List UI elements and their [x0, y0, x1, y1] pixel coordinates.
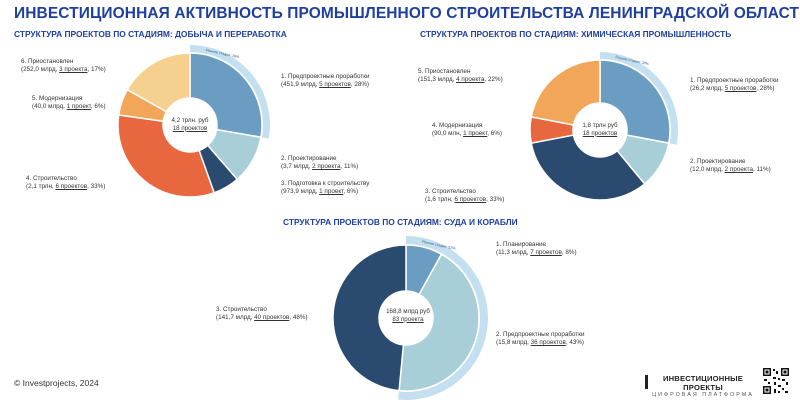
- chart-1-early-stage-ring: [190, 45, 270, 139]
- chart-1-label-2-projects[interactable]: 2 проекта: [312, 163, 341, 170]
- chart-3-label-1-amount: 11,3 млрд,: [498, 249, 529, 256]
- chart-1-label-6-pct: 17%: [90, 66, 104, 73]
- chart-3-title: СТРУКТУРА ПРОЕКТОВ ПО СТАДИЯМ: СУДА И КО…: [283, 217, 518, 227]
- chart-2-label-4-name: 4. Модернизация: [432, 122, 483, 129]
- chart-1-label-5-amount: 40,0 млрд,: [34, 103, 65, 110]
- chart-2-label-2-amount: 12,0 млрд,: [692, 166, 723, 173]
- chart-2-center-count: 18 проектов: [582, 129, 618, 137]
- chart-1-label-4-amount: 2,1 трлн,: [28, 183, 54, 190]
- chart-3-center-count: 83 проекта: [392, 315, 424, 323]
- chart-1-label-1-pct: 28%: [354, 81, 367, 88]
- chart-3-label-2-amount: 15,8 млрд,: [498, 339, 529, 346]
- chart-1-label-4-pct: 33%: [90, 183, 104, 190]
- chart-1-center-count: 18 проектов: [172, 124, 208, 132]
- chart-1-label-1-amount: 451,9 млрд,: [283, 81, 318, 88]
- chart-1-label-6-amount: 252,0 млрд,: [23, 66, 58, 73]
- chart-1-label-4-projects[interactable]: 6 проектов: [55, 183, 88, 190]
- chart-2-label-5: 5. Приостановлен (151,3 млрд, 4 проекта,…: [418, 68, 503, 83]
- brand-name: ИНВЕСТИЦИОННЫЕ ПРОЕКТЫ: [662, 374, 744, 392]
- chart-1-label-2: 2. Проектирование (3,7 млрд, 2 проекта, …: [281, 155, 359, 170]
- chart-1-center-total: 4,2 трлн. руб: [171, 117, 209, 124]
- chart-2-center: 1,8 трлн руб 18 проектов: [570, 122, 630, 137]
- chart-1-label-2-pct: 11%: [343, 163, 357, 170]
- chart-1-label-1-name: 1. Предпроектные проработки: [281, 73, 370, 80]
- page-title: ИНВЕСТИЦИОННАЯ АКТИВНОСТЬ ПРОМЫШЛЕННОГО …: [14, 5, 800, 22]
- chart-2-label-5-pct: 22%: [487, 76, 501, 83]
- chart-2-label-5-amount: 151,3 млрд,: [420, 76, 455, 83]
- chart-2-label-4: 4. Модернизация (90,0 млн, 1 проект, 6%): [432, 122, 503, 137]
- chart-1-label-5-projects[interactable]: 1 проект: [66, 103, 91, 110]
- chart-3-center-hole: [379, 291, 433, 345]
- chart-3-label-3-amount: 141,7 млрд,: [218, 314, 253, 321]
- chart-1-center-hole: [163, 98, 217, 152]
- chart-2-label-2: 2. Проектирование (12,0 млрд, 2 проекта,…: [690, 158, 771, 173]
- chart-1-label-3-projects[interactable]: 1 проект: [319, 188, 344, 195]
- chart-2-label-4-pct: 6%: [490, 130, 500, 137]
- chart-2-center-total: 1,8 трлн руб: [582, 122, 618, 129]
- chart-2-label-5-name: 5. Приостановлен: [418, 68, 471, 75]
- chart-2-label-2-name: 2. Проектирование: [690, 158, 746, 165]
- chart-2-label-4-amount: 90,0 млн,: [434, 130, 462, 137]
- chart-3-label-2: 2. Предпроектные проработки (15,8 млрд, …: [496, 331, 585, 346]
- chart-1-label-1-projects[interactable]: 5 проектов: [319, 81, 351, 88]
- chart-3-label-3-pct: 48%: [292, 314, 306, 321]
- chart-3-label-2-projects[interactable]: 36 проектов: [530, 339, 566, 346]
- brand-subtitle: ЦИФРОВАЯ ПЛАТФОРМА: [652, 392, 754, 398]
- chart-1-label-4: 4. Строительство (2,1 трлн, 6 проектов, …: [26, 175, 106, 190]
- chart-3-label-1-projects[interactable]: 7 проектов: [530, 249, 562, 256]
- chart-1-label-4-name: 4. Строительство: [26, 175, 77, 182]
- chart-1-label-1: 1. Предпроектные проработки (451,9 млрд,…: [281, 73, 370, 88]
- chart-1-label-6-projects[interactable]: 3 проекта: [59, 66, 88, 73]
- chart-1-label-5-name: 5. Модернизация: [32, 95, 83, 102]
- copyright: © Investprojects, 2024: [14, 378, 99, 388]
- chart-1-title: СТРУКТУРА ПРОЕКТОВ ПО СТАДИЯМ: ДОБЫЧА И …: [14, 29, 287, 39]
- chart-2-label-1-name: 1. Предпроектные проработки: [690, 77, 779, 84]
- chart-2-label-2-pct: 11%: [756, 166, 769, 173]
- chart-1-label-3-pct: 6%: [346, 188, 356, 195]
- chart-3-label-1: 1. Планирование (11,3 млрд, 7 проектов, …: [496, 241, 577, 256]
- chart-2-label-1-pct: 28%: [759, 85, 773, 92]
- chart-3-center: 168,8 млрд руб 83 проекта: [376, 308, 440, 323]
- chart-1-label-5: 5. Модернизация (40,0 млрд, 1 проект, 6%…: [32, 95, 106, 110]
- chart-2-label-3-projects[interactable]: 6 проектов: [454, 196, 487, 203]
- chart-1-label-6: 6. Приостановлен (252,0 млрд, 3 проекта,…: [21, 58, 106, 73]
- chart-1-center: 4,2 трлн. руб 18 проектов: [160, 117, 220, 132]
- chart-1-label-3: 3. Подготовка к строительству (973,9 млр…: [281, 180, 370, 195]
- chart-3-label-2-name: 2. Предпроектные проработки: [496, 331, 585, 338]
- chart-3-label-3-name: 3. Строительство: [216, 306, 267, 313]
- chart-1-ring-label: Ранние стадии: 28%: [205, 48, 240, 59]
- brand-logo[interactable]: ИНВЕСТИЦИОННЫЕ ПРОЕКТЫ ЦИФРОВАЯ ПЛАТФОРМ…: [648, 374, 758, 398]
- chart-3-label-1-pct: 8%: [565, 249, 575, 256]
- chart-3-label-1-name: 1. Планирование: [496, 241, 546, 248]
- chart-3-center-total: 168,8 млрд руб: [386, 308, 430, 315]
- chart-2-early-stage-ring: [600, 52, 678, 145]
- chart-2-label-1: 1. Предпроектные проработки (26,2 млрд, …: [690, 77, 779, 92]
- chart-2-label-3-name: 3. Строительство: [425, 188, 476, 195]
- chart-2-label-5-projects[interactable]: 4 проекта: [456, 76, 485, 83]
- chart-1-label-2-name: 2. Проектирование: [281, 155, 337, 162]
- chart-1-label-3-name: 3. Подготовка к строительству: [281, 180, 370, 187]
- chart-2-label-1-projects[interactable]: 5 проектов: [724, 85, 757, 92]
- chart-3-label-3-projects[interactable]: 40 проектов: [254, 314, 290, 321]
- chart-2-label-3-amount: 1,6 трлн,: [427, 196, 453, 203]
- chart-2-label-2-projects[interactable]: 2 проекта: [724, 166, 753, 173]
- chart-2-ring-label: Ранние стадии: 28%: [615, 55, 650, 66]
- chart-1-label-6-name: 6. Приостановлен: [21, 58, 74, 65]
- chart-1-label-3-amount: 973,9 млрд,: [283, 188, 318, 195]
- chart-2-title: СТРУКТУРА ПРОЕКТОВ ПО СТАДИЯМ: ХИМИЧЕСКА…: [420, 29, 732, 39]
- chart-2-label-3-pct: 33%: [489, 196, 503, 203]
- chart-2-label-4-projects[interactable]: 1 проект: [463, 130, 488, 137]
- chart-3-label-2-pct: 43%: [569, 339, 582, 346]
- chart-2-label-1-amount: 26,2 млрд,: [692, 85, 723, 92]
- chart-3-label-3: 3. Строительство (141,7 млрд, 40 проекто…: [216, 306, 308, 321]
- brand-logo-mark: [645, 375, 648, 389]
- qr-code-icon[interactable]: [762, 367, 790, 395]
- chart-2-label-3: 3. Строительство (1,6 трлн, 6 проектов, …: [425, 188, 505, 203]
- chart-1-label-2-amount: 3,7 млрд,: [283, 163, 311, 170]
- chart-2-center-hole: [573, 103, 627, 157]
- chart-1-label-5-pct: 6%: [94, 103, 104, 110]
- chart-3-ring-label: Ранние стадии: 52%: [422, 240, 457, 251]
